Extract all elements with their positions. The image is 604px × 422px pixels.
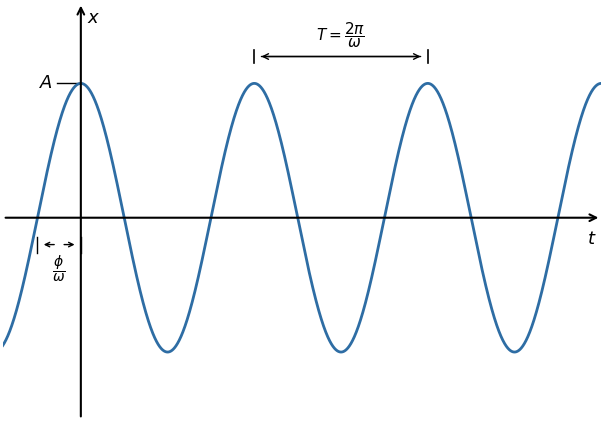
Text: $A$: $A$ <box>39 74 53 92</box>
Text: x: x <box>88 9 98 27</box>
Text: $T = \dfrac{2\pi}{\omega}$: $T = \dfrac{2\pi}{\omega}$ <box>316 20 365 50</box>
Text: $\dfrac{\phi}{\omega}$: $\dfrac{\phi}{\omega}$ <box>53 254 66 284</box>
Text: t: t <box>588 230 595 248</box>
